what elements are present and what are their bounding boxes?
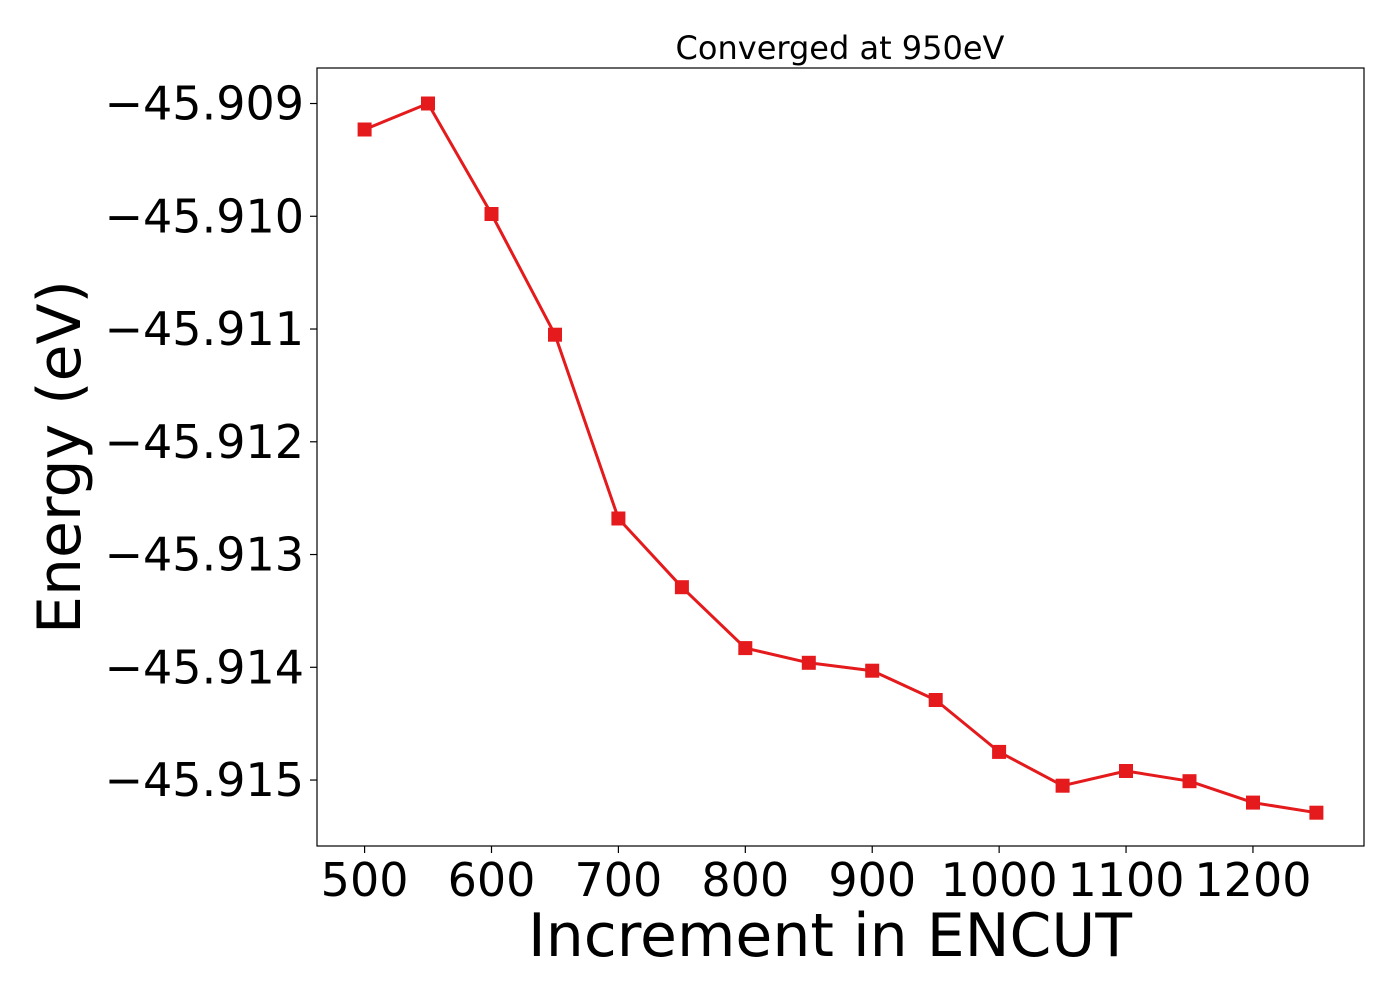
x-tick-label: 1100 <box>1068 853 1185 907</box>
data-point-marker <box>421 96 435 111</box>
data-point-marker <box>1055 778 1070 793</box>
x-axis-ticks: 500 600 700 800 900 1000 1100 1200 <box>321 846 1311 907</box>
x-tick-label: 800 <box>701 853 789 907</box>
plot-area-frame <box>316 67 1365 847</box>
data-point-marker <box>674 580 689 595</box>
data-point-marker <box>484 207 499 221</box>
data-point-marker <box>548 327 562 342</box>
y-axis-ticks: −45.909 −45.910 −45.911 −45.912 −45.913 −45.9… <box>105 77 317 807</box>
data-point-marker <box>611 511 626 526</box>
data-point-marker <box>1182 774 1197 789</box>
x-tick-label: 1200 <box>1194 853 1311 907</box>
y-tick-label: −45.915 <box>105 753 305 807</box>
data-point-marker <box>928 693 943 707</box>
data-point-marker <box>992 744 1007 759</box>
x-axis-label: Increment in ENCUT <box>528 901 1132 971</box>
data-point-marker <box>738 641 753 656</box>
data-point-marker <box>1246 795 1260 810</box>
x-tick-label: 1000 <box>941 853 1058 907</box>
data-point-marker <box>865 663 880 678</box>
y-tick-label: −45.912 <box>105 415 305 469</box>
y-tick-label: −45.913 <box>105 528 305 582</box>
y-tick-label: −45.914 <box>105 640 305 694</box>
y-axis-label: Energy (eV) <box>25 280 95 634</box>
energy-series-line <box>364 102 1317 815</box>
energy-series-markers <box>357 96 1324 820</box>
chart-title: Converged at 950eV <box>676 29 1005 67</box>
x-tick-label: 900 <box>828 853 916 907</box>
data-point-marker <box>357 122 372 137</box>
y-tick-label: −45.909 <box>105 77 305 131</box>
x-tick-label: 700 <box>575 853 663 907</box>
y-tick-label: −45.911 <box>105 302 305 356</box>
data-point-marker <box>801 655 816 670</box>
data-point-marker <box>1119 764 1133 778</box>
x-tick-label: 500 <box>321 853 409 907</box>
y-tick-label: −45.910 <box>105 189 305 243</box>
x-tick-label: 600 <box>448 853 536 907</box>
data-point-marker <box>1309 805 1324 820</box>
